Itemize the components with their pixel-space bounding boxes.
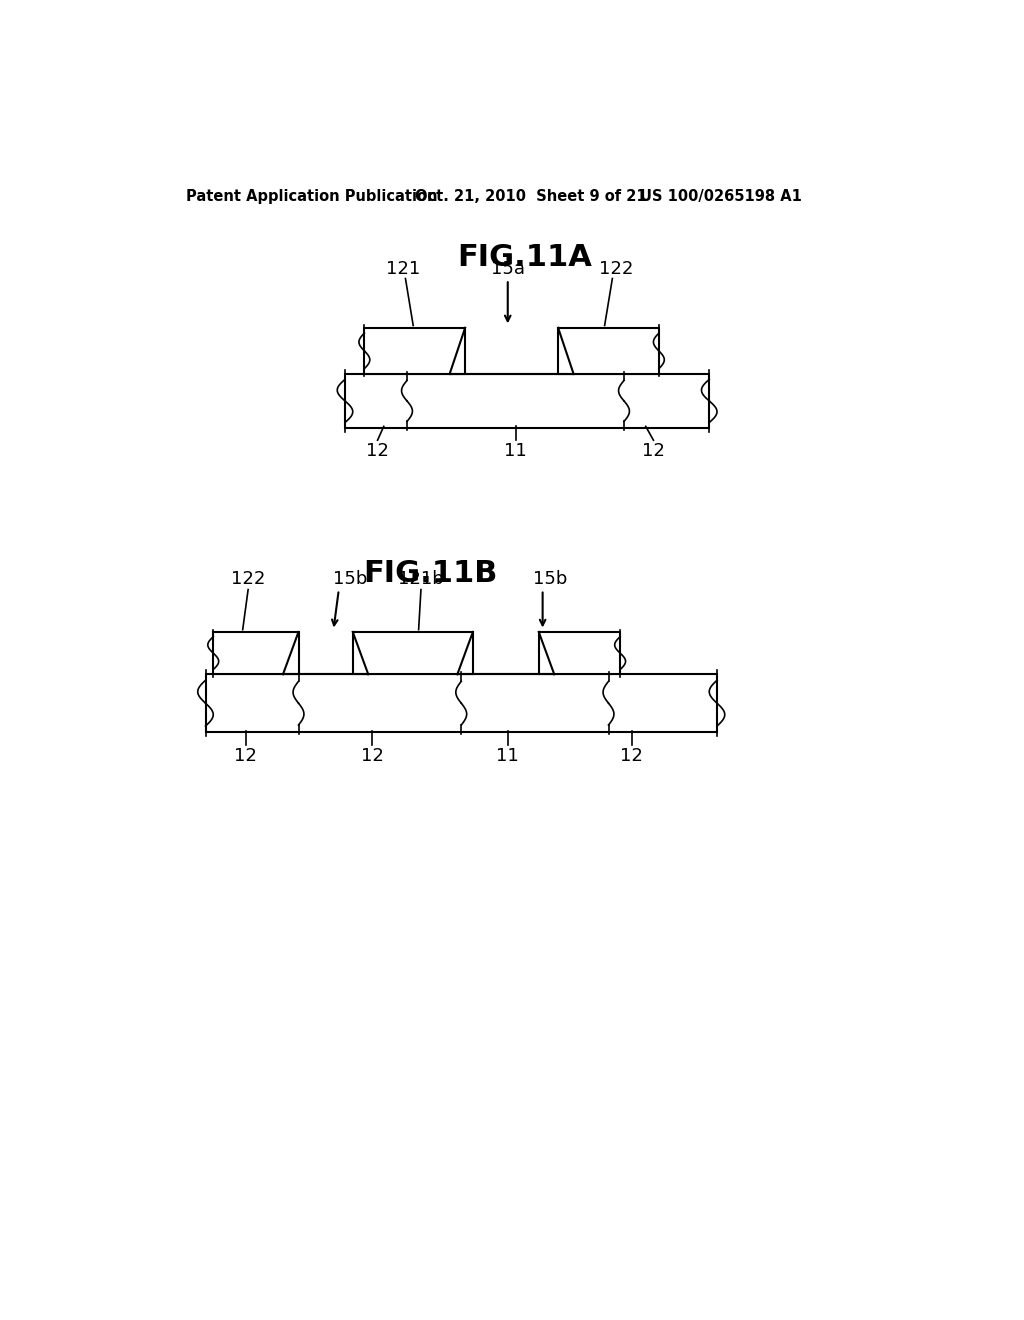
Text: FIG.11B: FIG.11B [364, 558, 498, 587]
Bar [539, 632, 621, 675]
Text: 12: 12 [621, 747, 643, 764]
Text: 121: 121 [386, 260, 420, 277]
Text: 15b: 15b [534, 570, 567, 589]
Text: 15b: 15b [333, 570, 368, 589]
Text: US 100/0265198 A1: US 100/0265198 A1 [640, 189, 802, 205]
FancyBboxPatch shape [345, 374, 710, 428]
Text: 12: 12 [360, 747, 384, 764]
Text: Patent Application Publication: Patent Application Publication [186, 189, 437, 205]
Text: Oct. 21, 2010  Sheet 9 of 21: Oct. 21, 2010 Sheet 9 of 21 [415, 189, 646, 205]
Text: 15a: 15a [490, 260, 524, 277]
Text: 12: 12 [642, 442, 665, 459]
Text: 12: 12 [367, 442, 389, 459]
Text: 122: 122 [231, 570, 265, 589]
Text: 11: 11 [504, 442, 527, 459]
Text: 12: 12 [234, 747, 257, 764]
Text: 121b: 121b [398, 570, 443, 589]
Bar [206, 675, 717, 733]
Text: FIG.11A: FIG.11A [458, 243, 592, 272]
Bar [352, 632, 473, 675]
Text: 11: 11 [497, 747, 519, 764]
Bar [365, 327, 465, 374]
Bar [213, 632, 299, 675]
Text: 122: 122 [599, 260, 634, 277]
Bar [558, 327, 658, 374]
